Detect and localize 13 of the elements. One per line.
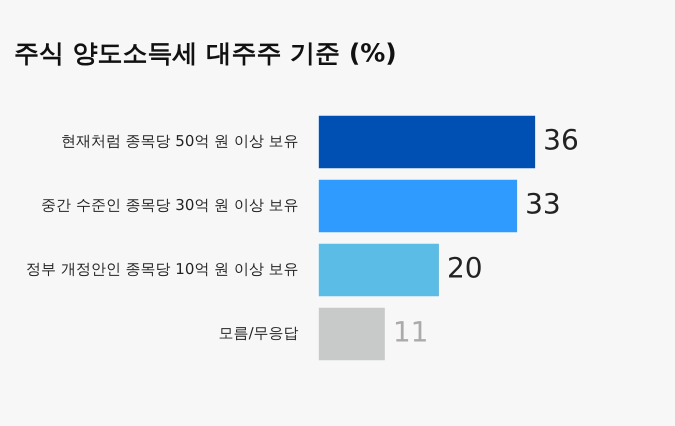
bar <box>318 308 385 360</box>
y-tick-label: 정부 개정안인 종목당 10억 원 이상 보유 <box>26 260 299 278</box>
bar <box>318 244 439 296</box>
bar <box>318 116 536 168</box>
data-label: 20 <box>446 251 483 284</box>
chart-title: 주식 양도소득세 대주주 기준 (%) <box>14 38 397 68</box>
data-label: 33 <box>525 187 561 220</box>
y-tick-label: 모름/무응답 <box>218 324 299 342</box>
data-label: 11 <box>392 315 428 348</box>
y-tick-label: 현재처럼 종목당 50억 원 이상 보유 <box>60 132 299 150</box>
data-label: 36 <box>543 123 579 156</box>
y-tick-label: 중간 수준인 종목당 30억 원 이상 보유 <box>40 196 299 214</box>
bar <box>318 180 518 232</box>
